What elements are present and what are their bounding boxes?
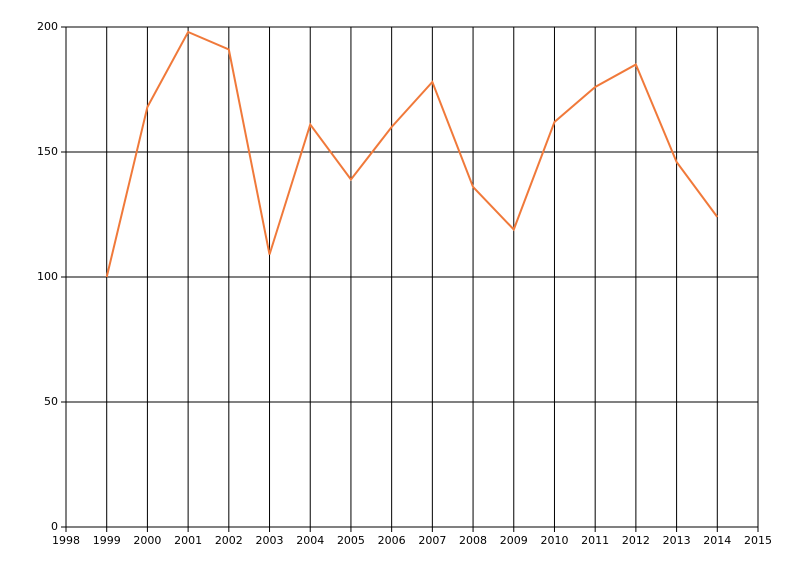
x-tick-label: 2009 [500, 534, 528, 547]
x-tick-label: 2011 [581, 534, 609, 547]
x-tick-label: 2012 [622, 534, 650, 547]
y-tick-label: 100 [37, 270, 58, 283]
x-tick-label: 2002 [215, 534, 243, 547]
y-tick-label: 0 [51, 520, 58, 533]
y-tick-label: 50 [44, 395, 58, 408]
x-tick-label: 2000 [133, 534, 161, 547]
x-tick-label: 2003 [256, 534, 284, 547]
x-tick-label: 2001 [174, 534, 202, 547]
x-tick-label: 2005 [337, 534, 365, 547]
x-tick-label: 2006 [378, 534, 406, 547]
x-tick-label: 1998 [52, 534, 80, 547]
data-line [105, 30, 719, 278]
x-tick-label: 1999 [93, 534, 121, 547]
y-tick-label: 150 [37, 145, 58, 158]
x-tick-label: 2013 [663, 534, 691, 547]
x-tick-label: 2004 [296, 534, 324, 547]
x-tick-label: 2015 [744, 534, 772, 547]
x-tick-label: 2008 [459, 534, 487, 547]
x-tick-label: 2010 [540, 534, 568, 547]
x-tick-label: 2007 [418, 534, 446, 547]
y-tick-label: 200 [37, 20, 58, 33]
x-tick-label: 2014 [703, 534, 731, 547]
